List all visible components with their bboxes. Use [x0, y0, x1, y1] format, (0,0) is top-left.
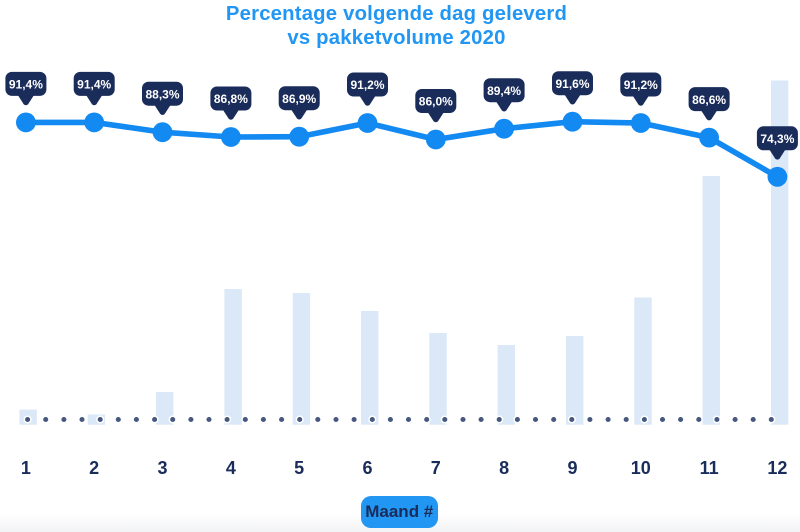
- svg-text:88,3%: 88,3%: [145, 87, 179, 101]
- svg-text:86,9%: 86,9%: [282, 92, 316, 106]
- svg-text:91,2%: 91,2%: [350, 78, 384, 92]
- svg-text:74,3%: 74,3%: [760, 132, 794, 146]
- svg-text:89,4%: 89,4%: [487, 84, 521, 98]
- svg-text:86,6%: 86,6%: [692, 93, 726, 107]
- svg-text:91,6%: 91,6%: [555, 77, 589, 91]
- svg-text:91,4%: 91,4%: [77, 78, 111, 92]
- svg-text:91,4%: 91,4%: [9, 78, 43, 92]
- svg-text:86,8%: 86,8%: [214, 92, 248, 106]
- svg-text:86,0%: 86,0%: [419, 95, 453, 109]
- svg-text:91,2%: 91,2%: [624, 78, 658, 92]
